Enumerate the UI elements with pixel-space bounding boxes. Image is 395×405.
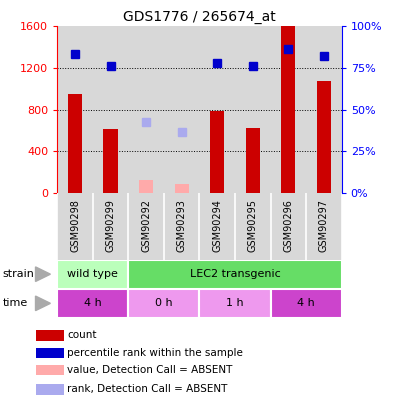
Bar — [139, 180, 153, 193]
Bar — [57, 289, 128, 318]
Text: count: count — [67, 330, 97, 340]
Bar — [36, 330, 64, 341]
Text: GSM90295: GSM90295 — [248, 200, 258, 252]
Bar — [281, 26, 295, 193]
Text: 4 h: 4 h — [297, 298, 315, 308]
Bar — [36, 384, 64, 394]
Bar — [57, 260, 128, 289]
Text: GSM90293: GSM90293 — [177, 200, 187, 252]
Text: 1 h: 1 h — [226, 298, 244, 308]
Text: wild type: wild type — [68, 269, 118, 279]
Title: GDS1776 / 265674_at: GDS1776 / 265674_at — [123, 10, 276, 24]
Text: GSM90294: GSM90294 — [212, 200, 222, 252]
Text: GSM90292: GSM90292 — [141, 200, 151, 252]
Bar — [68, 94, 82, 193]
Bar — [36, 347, 64, 358]
Bar — [175, 184, 189, 193]
Text: GSM90299: GSM90299 — [105, 200, 116, 252]
Bar — [271, 289, 342, 318]
Polygon shape — [36, 267, 51, 281]
Text: value, Detection Call = ABSENT: value, Detection Call = ABSENT — [67, 365, 233, 375]
Bar — [210, 111, 224, 193]
Bar — [103, 129, 118, 193]
Text: rank, Detection Call = ABSENT: rank, Detection Call = ABSENT — [67, 384, 228, 394]
Text: 0 h: 0 h — [155, 298, 173, 308]
Text: GSM90296: GSM90296 — [283, 200, 293, 252]
Bar — [36, 365, 64, 375]
Text: GSM90297: GSM90297 — [319, 200, 329, 252]
Text: percentile rank within the sample: percentile rank within the sample — [67, 348, 243, 358]
Text: LEC2 transgenic: LEC2 transgenic — [190, 269, 280, 279]
Text: time: time — [3, 298, 28, 308]
Text: strain: strain — [3, 269, 35, 279]
Bar — [128, 260, 342, 289]
Polygon shape — [36, 296, 51, 311]
Bar — [317, 81, 331, 193]
Bar — [246, 128, 260, 193]
Bar — [128, 289, 199, 318]
Text: GSM90298: GSM90298 — [70, 200, 80, 252]
Bar — [199, 289, 271, 318]
Text: 4 h: 4 h — [84, 298, 102, 308]
